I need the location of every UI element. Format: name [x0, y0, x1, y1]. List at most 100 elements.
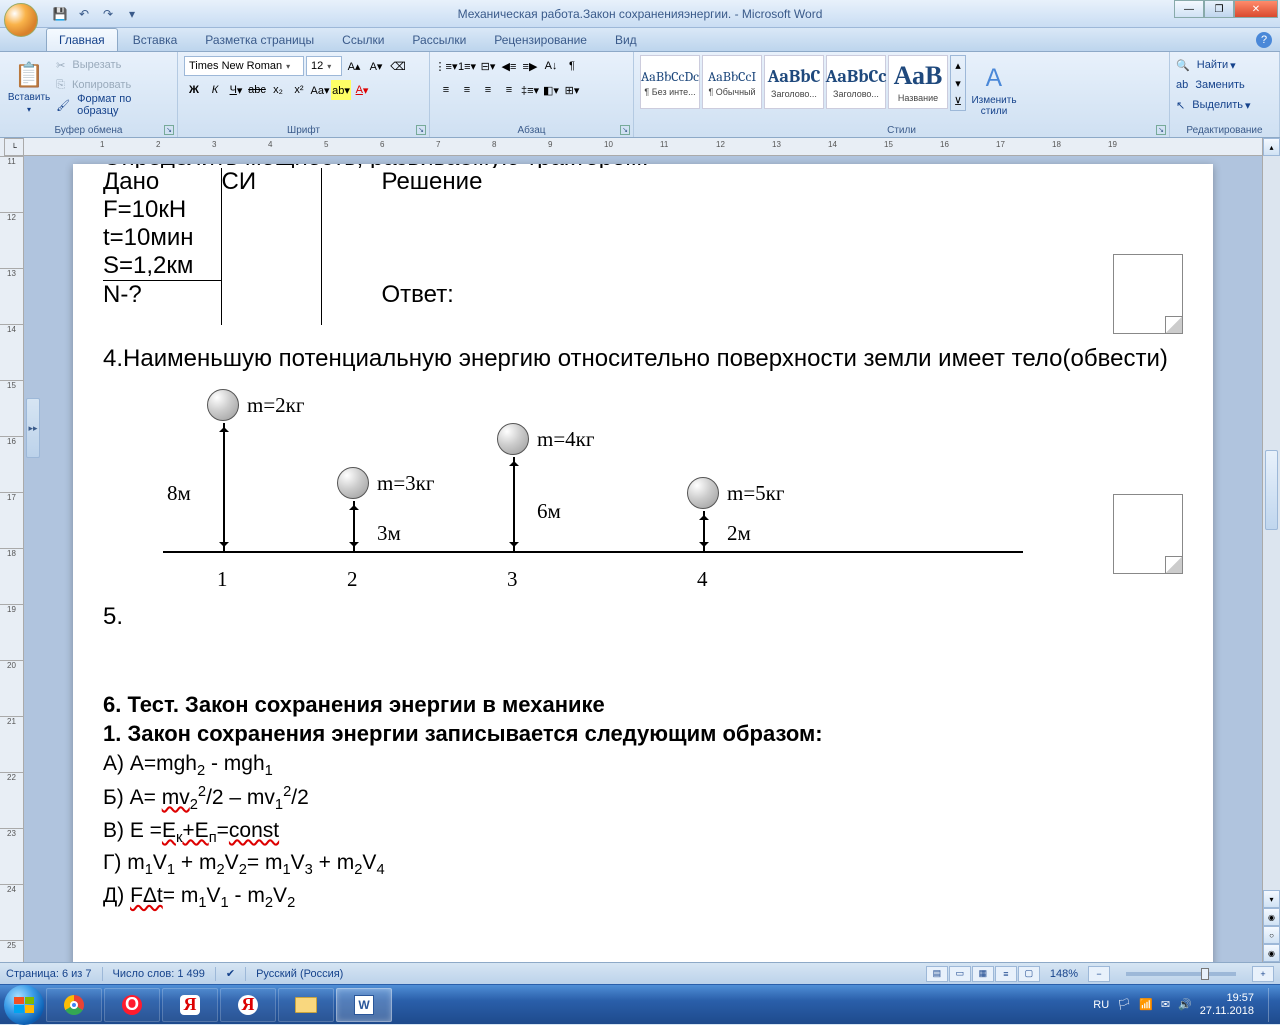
justify-icon[interactable]: ≡: [499, 80, 519, 100]
print-layout-icon[interactable]: ▤: [926, 966, 948, 982]
indent-icon[interactable]: ≡▶: [520, 56, 540, 76]
styles-more-icon[interactable]: ⊻: [951, 92, 965, 110]
shading-icon[interactable]: ◧▾: [541, 80, 561, 100]
scroll-up-icon[interactable]: ▴: [1263, 138, 1280, 156]
outdent-icon[interactable]: ◀≡: [499, 56, 519, 76]
show-desktop-button[interactable]: [1268, 988, 1276, 1022]
find-button[interactable]: 🔍 Найти▾: [1176, 55, 1273, 75]
tray-network-icon[interactable]: 📶: [1139, 998, 1153, 1011]
tab-selector-icon[interactable]: └: [4, 138, 24, 156]
font-color-icon[interactable]: A▾: [352, 80, 372, 100]
subscript-icon[interactable]: x₂: [268, 80, 288, 100]
status-words[interactable]: Число слов: 1 499: [113, 968, 205, 980]
tab-Главная[interactable]: Главная: [46, 28, 118, 51]
show-marks-icon[interactable]: ¶: [562, 56, 582, 76]
vertical-scrollbar[interactable]: ▴ ▾ ◉ ○ ◉: [1262, 138, 1280, 962]
proofing-icon[interactable]: ✔: [226, 967, 235, 980]
close-button[interactable]: ✕: [1234, 0, 1278, 18]
tray-mail-icon[interactable]: ✉: [1161, 998, 1170, 1011]
styles-dialog-icon[interactable]: ↘: [1156, 125, 1166, 135]
cut-button[interactable]: ✂ Вырезать: [56, 55, 171, 75]
align-left-icon[interactable]: ≡: [436, 80, 456, 100]
note-shape-icon[interactable]: [1113, 254, 1183, 334]
bullets-icon[interactable]: ⋮≡▾: [436, 56, 456, 76]
explorer-icon[interactable]: [278, 988, 334, 1022]
style-item[interactable]: AaBbCcDc¶ Без инте...: [640, 55, 700, 109]
copy-button[interactable]: ⎘ Копировать: [56, 75, 171, 95]
chrome-icon[interactable]: [46, 988, 102, 1022]
font-name-combo[interactable]: Times New Roman: [184, 56, 304, 76]
word-taskbar-icon[interactable]: W: [336, 988, 392, 1022]
fullscreen-reading-icon[interactable]: ▭: [949, 966, 971, 982]
qat-more-icon[interactable]: ▾: [122, 4, 142, 24]
strike-icon[interactable]: abc: [247, 80, 267, 100]
draft-icon[interactable]: ▢: [1018, 966, 1040, 982]
styles-down-icon[interactable]: ▾: [951, 74, 965, 92]
sort-icon[interactable]: A↓: [541, 56, 561, 76]
tray-lang[interactable]: RU: [1093, 999, 1109, 1011]
highlight-icon[interactable]: ab▾: [331, 80, 351, 100]
paste-button[interactable]: 📋 Вставить ▾: [6, 55, 52, 119]
note-shape-icon[interactable]: [1113, 494, 1183, 574]
save-icon[interactable]: 💾: [50, 4, 70, 24]
clear-format-icon[interactable]: ⌫: [388, 56, 408, 76]
superscript-icon[interactable]: x²: [289, 80, 309, 100]
bold-icon[interactable]: Ж: [184, 80, 204, 100]
tray-flag-icon[interactable]: 🏳: [1117, 998, 1131, 1011]
tray-clock[interactable]: 19:57 27.11.2018: [1200, 992, 1260, 1016]
replace-button[interactable]: ab Заменить: [1176, 75, 1273, 95]
browse-object-icon[interactable]: ○: [1263, 926, 1280, 944]
redo-icon[interactable]: ↷: [98, 4, 118, 24]
zoom-thumb[interactable]: [1201, 968, 1209, 980]
prev-page-icon[interactable]: ◉: [1263, 908, 1280, 926]
numbering-icon[interactable]: 1≡▾: [457, 56, 477, 76]
restore-button[interactable]: ❐: [1204, 0, 1234, 18]
minimize-button[interactable]: —: [1174, 0, 1204, 18]
tab-Вставка[interactable]: Вставка: [120, 28, 191, 51]
tab-Рассылки[interactable]: Рассылки: [399, 28, 479, 51]
opera-icon[interactable]: O: [104, 988, 160, 1022]
grow-font-icon[interactable]: A▴: [344, 56, 364, 76]
styles-up-icon[interactable]: ▴: [951, 56, 965, 74]
style-item[interactable]: AaBbCЗаголово...: [764, 55, 824, 109]
tab-Вид[interactable]: Вид: [602, 28, 650, 51]
style-item[interactable]: АаВНазвание: [888, 55, 948, 109]
status-language[interactable]: Русский (Россия): [256, 968, 343, 980]
yandex-icon[interactable]: Я: [162, 988, 218, 1022]
align-center-icon[interactable]: ≡: [457, 80, 477, 100]
change-styles-button[interactable]: Ａ Изменить стили: [966, 55, 1022, 119]
yandex-browser-icon[interactable]: Я: [220, 988, 276, 1022]
line-spacing-icon[interactable]: ‡≡▾: [520, 80, 540, 100]
next-page-icon[interactable]: ◉: [1263, 944, 1280, 962]
outline-icon[interactable]: ≡: [995, 966, 1017, 982]
italic-icon[interactable]: К: [205, 80, 225, 100]
zoom-out-icon[interactable]: −: [1088, 966, 1110, 982]
side-handle-icon[interactable]: ▸▸: [26, 398, 40, 458]
scroll-down-icon[interactable]: ▾: [1263, 890, 1280, 908]
web-layout-icon[interactable]: ▦: [972, 966, 994, 982]
multilevel-icon[interactable]: ⊟▾: [478, 56, 498, 76]
start-button[interactable]: [4, 985, 44, 1025]
tab-Ссылки[interactable]: Ссылки: [329, 28, 397, 51]
select-button[interactable]: ↖ Выделить▾: [1176, 95, 1273, 115]
style-item[interactable]: AaBbCcI¶ Обычный: [702, 55, 762, 109]
scroll-thumb[interactable]: [1265, 450, 1278, 530]
paragraph-dialog-icon[interactable]: ↘: [620, 125, 630, 135]
style-item[interactable]: AaBbCcЗаголово...: [826, 55, 886, 109]
tab-Разметка страницы[interactable]: Разметка страницы: [192, 28, 327, 51]
format-painter-button[interactable]: 🖌 Формат по образцу: [56, 95, 171, 115]
font-size-combo[interactable]: 12: [306, 56, 342, 76]
font-dialog-icon[interactable]: ↘: [416, 125, 426, 135]
align-right-icon[interactable]: ≡: [478, 80, 498, 100]
change-case-icon[interactable]: Aa▾: [310, 80, 330, 100]
status-page[interactable]: Страница: 6 из 7: [6, 968, 92, 980]
borders-icon[interactable]: ⊞▾: [562, 80, 582, 100]
help-icon[interactable]: ?: [1256, 32, 1272, 48]
clipboard-dialog-icon[interactable]: ↘: [164, 125, 174, 135]
office-button[interactable]: [2, 0, 40, 28]
zoom-in-icon[interactable]: +: [1252, 966, 1274, 982]
tray-sound-icon[interactable]: 🔊: [1178, 998, 1192, 1011]
zoom-level[interactable]: 148%: [1050, 968, 1078, 980]
zoom-slider[interactable]: [1126, 972, 1236, 976]
undo-icon[interactable]: ↶: [74, 4, 94, 24]
